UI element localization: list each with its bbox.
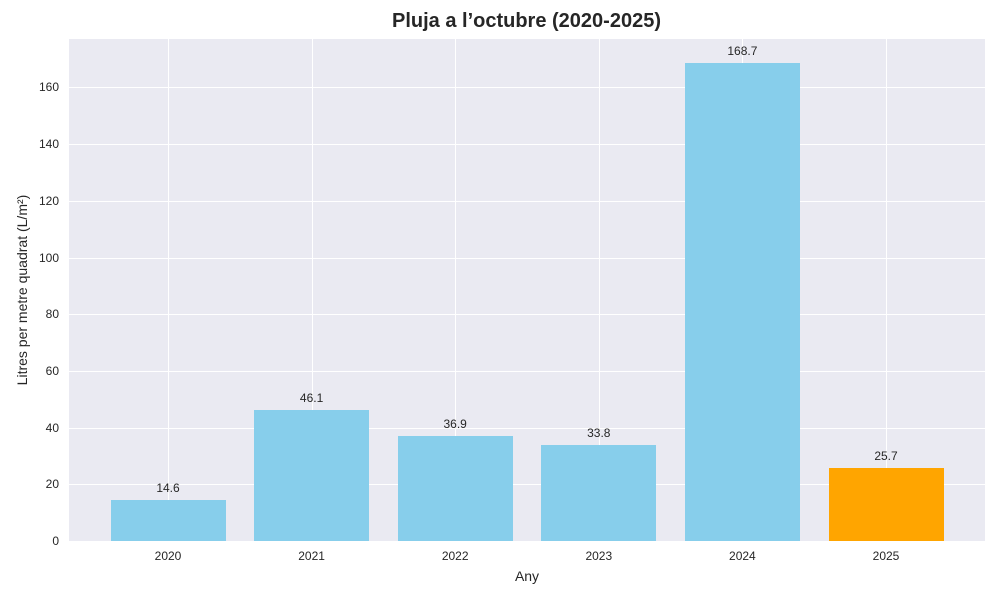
bar-value-label: 46.1 xyxy=(299,391,324,406)
x-tick-label: 2022 xyxy=(441,549,469,563)
bar-2020 xyxy=(110,499,226,541)
gridline-horizontal xyxy=(69,541,985,542)
bar-value-label: 14.6 xyxy=(156,480,180,495)
gridline-horizontal xyxy=(69,144,985,146)
gridline-vertical xyxy=(455,39,457,541)
y-tick-label: 40 xyxy=(45,420,59,435)
bar-value-label: 168.7 xyxy=(727,43,758,58)
x-axis-label: Any xyxy=(514,568,540,584)
bar-value-label: 33.8 xyxy=(587,426,611,441)
x-tick-label: 2025 xyxy=(872,549,900,563)
x-tick-label: 2023 xyxy=(585,549,613,563)
y-axis-label: Litres per metre quadrat (L/m²) xyxy=(14,194,30,386)
gridline-horizontal xyxy=(69,257,985,259)
y-tick-label: 20 xyxy=(45,477,59,492)
bar-2024 xyxy=(684,62,800,541)
x-tick-label: 2021 xyxy=(298,549,325,563)
bar-2021 xyxy=(254,410,370,541)
y-tick-label: 120 xyxy=(38,193,59,208)
gridline-vertical xyxy=(598,39,600,541)
y-tick-label: 0 xyxy=(52,534,59,548)
gridline-horizontal xyxy=(69,314,985,316)
x-tick-label: 2020 xyxy=(154,549,182,563)
y-tick-label: 140 xyxy=(38,137,59,152)
bar-value-label: 25.7 xyxy=(874,449,898,464)
bar-2025 xyxy=(828,468,944,541)
y-tick-label: 100 xyxy=(38,250,59,265)
plot-area: 14.6 46.1 36.9 33.8 168.7 25.7 xyxy=(69,39,985,542)
y-tick-label: 80 xyxy=(45,307,59,322)
gridline-vertical xyxy=(311,39,313,541)
gridline-horizontal xyxy=(69,370,985,372)
gridline-vertical xyxy=(886,39,887,541)
gridline-horizontal xyxy=(69,87,985,89)
bar-2022 xyxy=(397,436,513,541)
gridline-horizontal xyxy=(69,484,985,486)
y-tick-label: 60 xyxy=(45,363,59,378)
bar-value-label: 36.9 xyxy=(443,417,467,432)
gridline-horizontal xyxy=(69,427,985,429)
gridline-horizontal xyxy=(69,200,985,202)
y-tick-label: 160 xyxy=(38,80,59,95)
gridline-vertical xyxy=(168,39,169,541)
x-tick-label: 2024 xyxy=(729,549,756,563)
chart-title: Pluja a l’octubre (2020-2025) xyxy=(391,10,661,32)
bar-2023 xyxy=(541,445,657,541)
